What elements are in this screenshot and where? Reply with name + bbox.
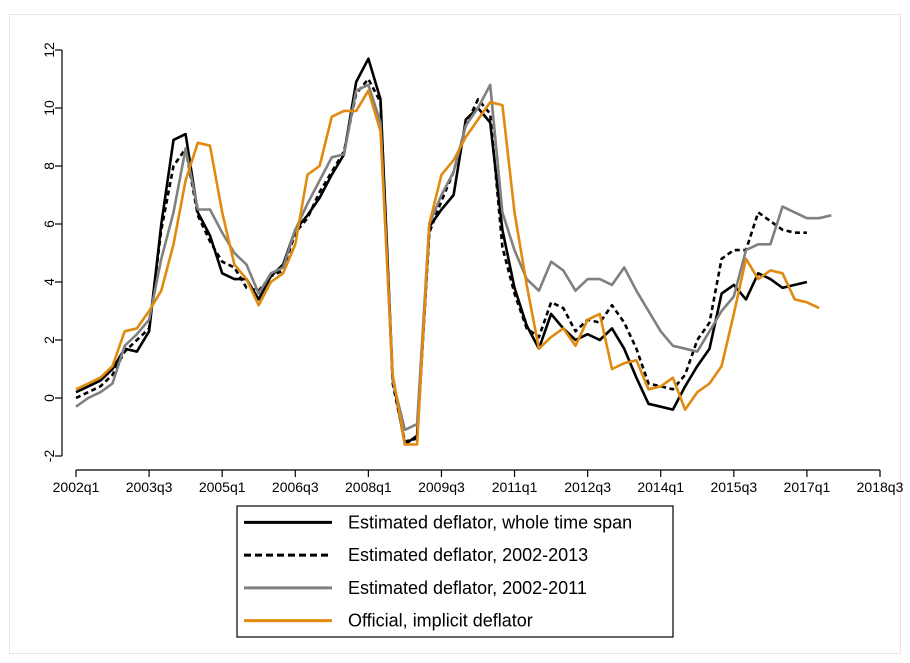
legend-label-2: Estimated deflator, 2002-2013 <box>348 545 588 565</box>
legend-label-4: Official, implicit deflator <box>348 611 533 631</box>
axes: -2 0 2 4 6 8 10 12 2002q1 2003q3 2005q1 2006q3 2008q… <box>41 42 904 495</box>
x-tick-label: 2006q3 <box>272 479 319 495</box>
y-tick-label: 0 <box>41 394 57 402</box>
y-tick-label: 10 <box>41 100 57 116</box>
legend: Estimated deflator, whole time span Estim… <box>236 505 674 638</box>
x-tick-label: 2012q3 <box>564 479 611 495</box>
legend-label-1: Estimated deflator, whole time span <box>348 512 632 532</box>
x-tick-label: 2009q3 <box>418 479 465 495</box>
x-tick-label: 2005q1 <box>199 479 246 495</box>
x-tick-label: 2011q1 <box>492 479 538 495</box>
legend-label-3: Estimated deflator, 2002-2011 <box>348 578 587 598</box>
y-tick-label: 6 <box>41 220 57 228</box>
series-line-4 <box>75 89 820 446</box>
x-tick-label: 2008q1 <box>345 479 392 495</box>
y-tick-label: 4 <box>41 278 57 286</box>
y-tick-label: -2 <box>41 450 57 463</box>
series-line-3 <box>75 83 832 432</box>
series-line-1 <box>75 57 808 446</box>
plot-area <box>75 57 832 446</box>
x-tick-label: 2015q3 <box>710 479 757 495</box>
y-tick-label: 12 <box>41 42 57 58</box>
y-tick-label: 2 <box>41 336 57 344</box>
x-tick-label: 2017q1 <box>784 479 831 495</box>
legend-box <box>236 505 674 638</box>
x-tick-label: 2018q3 <box>857 479 904 495</box>
x-tick-label: 2003q3 <box>126 479 173 495</box>
x-tick-label: 2014q1 <box>637 479 684 495</box>
y-tick-label: 8 <box>41 162 57 170</box>
x-tick-label: 2002q1 <box>53 479 100 495</box>
